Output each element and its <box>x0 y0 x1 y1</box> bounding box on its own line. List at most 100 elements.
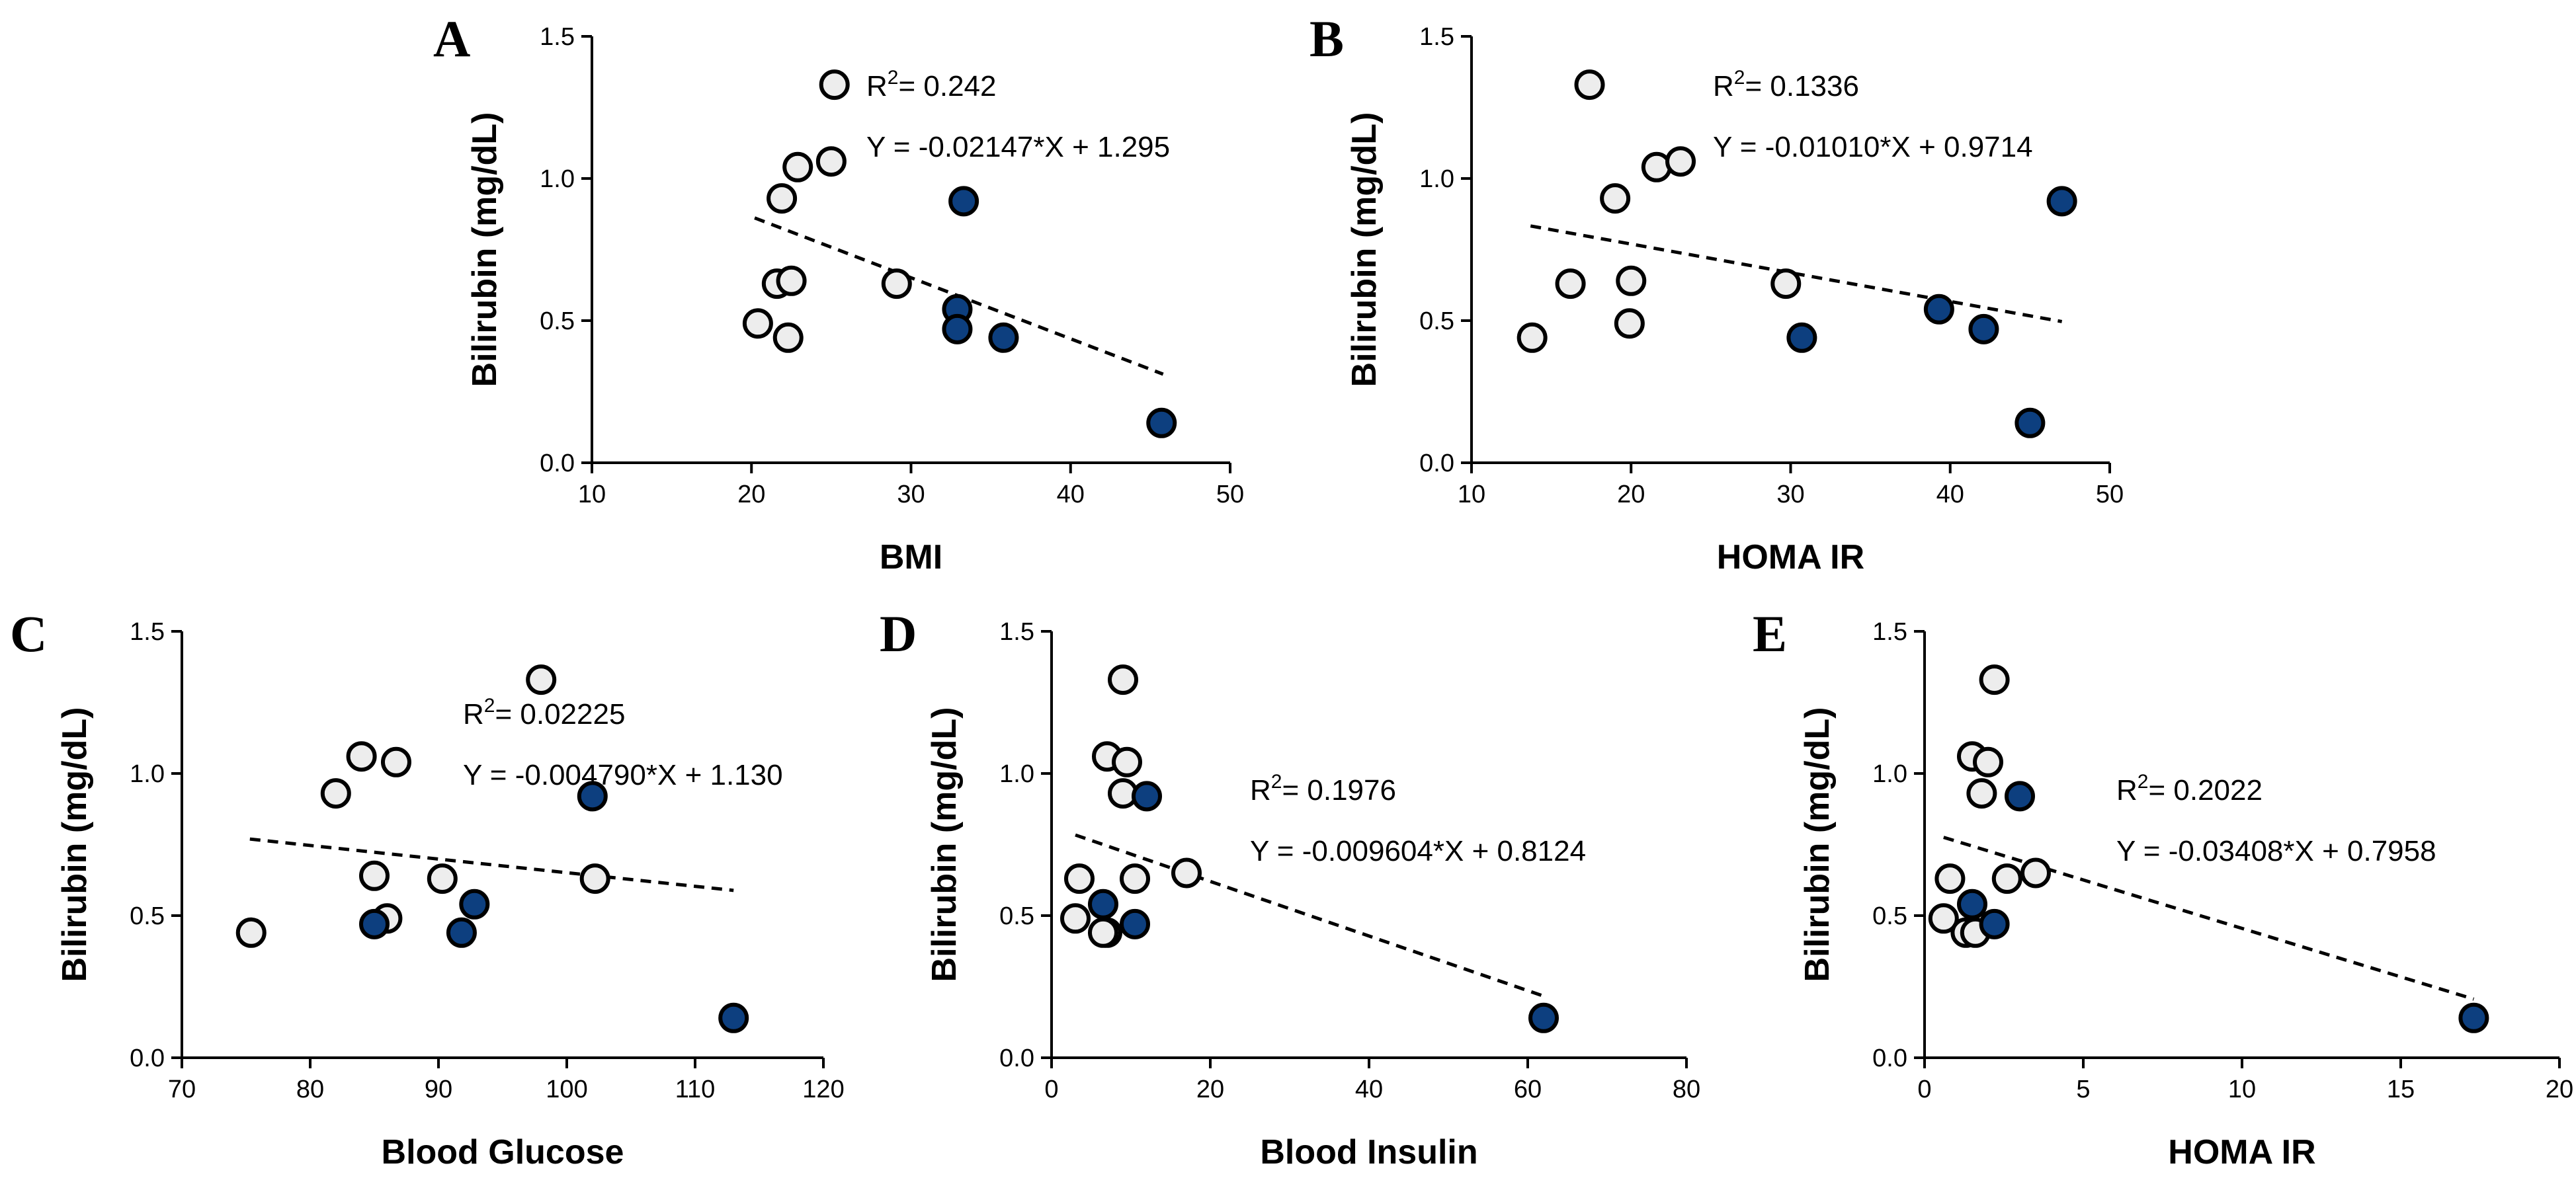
x-tick-label: 20 <box>737 481 765 508</box>
y-tick-label: 1.0 <box>130 760 165 788</box>
data-point-open <box>1600 183 1631 214</box>
data-point-filled <box>1120 908 1150 939</box>
x-tick-label: 40 <box>1936 481 1964 508</box>
x-tick-label: 120 <box>802 1076 844 1103</box>
data-point-filled <box>718 1002 749 1033</box>
x-tick-label: 50 <box>2096 481 2124 508</box>
y-tick-label: 1.5 <box>999 618 1034 646</box>
data-point-filled <box>2046 186 2077 217</box>
data-point-filled <box>1979 908 2010 939</box>
data-point-filled <box>446 917 477 948</box>
data-point-open <box>881 268 912 299</box>
x-tick-label: 30 <box>897 481 925 508</box>
panel-d: D 0.0 0.5 1.0 1.5 0 20 40 60 80 Blood Insulin Bilir… <box>880 605 1700 1171</box>
y-tick-label: 1.0 <box>1419 165 1454 193</box>
y-tick-label: 1.0 <box>540 165 575 193</box>
data-point-filled <box>1528 1002 1559 1033</box>
x-tick-label: 20 <box>1196 1076 1224 1103</box>
r-squared-label: R2= 0.02225 <box>463 695 625 731</box>
x-axis-title: Blood Glucose <box>382 1133 624 1171</box>
data-point-open <box>380 746 411 777</box>
x-tick-label: 80 <box>1673 1076 1700 1103</box>
y-axis-title: Bilirubin (mg/dL) <box>56 707 94 982</box>
regression-equation: Y = -0.02147*X + 1.295 <box>866 131 1170 163</box>
data-point-open <box>1928 903 1959 934</box>
data-point-filled <box>948 186 979 217</box>
data-point-open <box>1171 857 1202 889</box>
panel-letter: D <box>880 605 917 662</box>
y-tick-label: 0.5 <box>130 902 165 930</box>
data-point-open <box>742 308 773 339</box>
x-tick-label: 10 <box>578 481 606 508</box>
panel-b: B 0.0 0.5 1.0 1.5 10 20 30 40 50 HOMA IR Bilirubin … <box>1309 10 2124 576</box>
data-point-open <box>1973 746 2003 777</box>
data-point-open <box>1665 146 1696 177</box>
data-point-open <box>1108 664 1138 695</box>
data-point-open <box>1979 664 2010 695</box>
y-tick-label: 0.5 <box>1419 307 1454 335</box>
data-point-open <box>1770 268 1802 299</box>
x-tick-label: 110 <box>675 1076 716 1103</box>
data-point-open <box>359 860 390 891</box>
data-point-open <box>776 265 807 296</box>
y-tick-label: 1.5 <box>130 618 165 646</box>
regression-equation: Y = -0.01010*X + 0.9714 <box>1713 131 2033 163</box>
data-point-open <box>320 778 351 809</box>
data-point-open <box>1574 69 1605 100</box>
x-tick-label: 20 <box>1617 481 1645 508</box>
data-point-open <box>782 151 813 182</box>
x-tick-label: 40 <box>1057 481 1085 508</box>
regression-line <box>1075 833 1544 998</box>
regression-equation: Y = -0.004790*X + 1.130 <box>463 759 783 791</box>
x-axis-title: BMI <box>880 538 942 576</box>
y-tick-label: 0.0 <box>1419 450 1454 477</box>
r-squared-label: R2= 0.2022 <box>2116 771 2263 807</box>
data-point-open <box>1088 917 1118 948</box>
data-point-open <box>1112 746 1142 777</box>
r-squared-label: R2= 0.242 <box>866 67 997 102</box>
x-tick-label: 0 <box>1044 1076 1058 1103</box>
y-tick-label: 0.0 <box>130 1045 165 1072</box>
y-tick-label: 0.0 <box>1872 1045 1907 1072</box>
data-point-filled <box>359 908 390 939</box>
data-point-filled <box>1146 407 1177 438</box>
data-point-open <box>579 863 610 894</box>
data-point-open <box>235 917 267 948</box>
y-tick-label: 0.5 <box>1872 902 1907 930</box>
data-point-filled <box>459 889 490 920</box>
data-point-open <box>772 322 804 353</box>
x-tick-label: 50 <box>1216 481 1244 508</box>
panel-e: E 0.0 0.5 1.0 1.5 0 5 10 15 20 HOMA IR Bilirubin (m… <box>1753 605 2573 1171</box>
x-tick-label: 0 <box>1917 1076 1931 1103</box>
x-tick-label: 60 <box>1514 1076 1542 1103</box>
data-point-filled <box>1132 781 1162 812</box>
r-squared-label: R2= 0.1336 <box>1713 67 1859 102</box>
x-tick-label: 70 <box>168 1076 196 1103</box>
regression-equation: Y = -0.03408*X + 0.7958 <box>2116 835 2436 867</box>
y-tick-label: 1.5 <box>1872 618 1907 646</box>
y-axis-title: Bilirubin (mg/dL) <box>925 707 964 982</box>
data-point-filled <box>942 313 973 344</box>
panel-letter: C <box>10 605 47 662</box>
data-point-open <box>1934 863 1966 894</box>
y-axis-title: Bilirubin (mg/dL) <box>1345 112 1384 387</box>
x-tick-label: 10 <box>2228 1076 2256 1103</box>
data-point-open <box>1060 903 1091 934</box>
data-point-filled <box>988 322 1019 353</box>
y-tick-label: 1.5 <box>540 23 575 51</box>
data-point-filled <box>2015 407 2046 438</box>
regression-equation: Y = -0.009604*X + 0.8124 <box>1250 835 1586 867</box>
x-tick-label: 90 <box>425 1076 452 1103</box>
data-point-open <box>346 741 377 772</box>
y-tick-label: 0.0 <box>540 450 575 477</box>
data-point-open <box>1064 863 1095 894</box>
y-tick-label: 0.0 <box>999 1045 1034 1072</box>
data-point-open <box>1616 265 1647 296</box>
data-point-open <box>1555 268 1586 299</box>
data-point-open <box>2020 857 2051 889</box>
x-tick-label: 80 <box>296 1076 324 1103</box>
data-point-filled <box>1786 322 1817 353</box>
y-tick-label: 0.5 <box>999 902 1034 930</box>
y-axis-title: Bilirubin (mg/dL) <box>466 112 504 387</box>
